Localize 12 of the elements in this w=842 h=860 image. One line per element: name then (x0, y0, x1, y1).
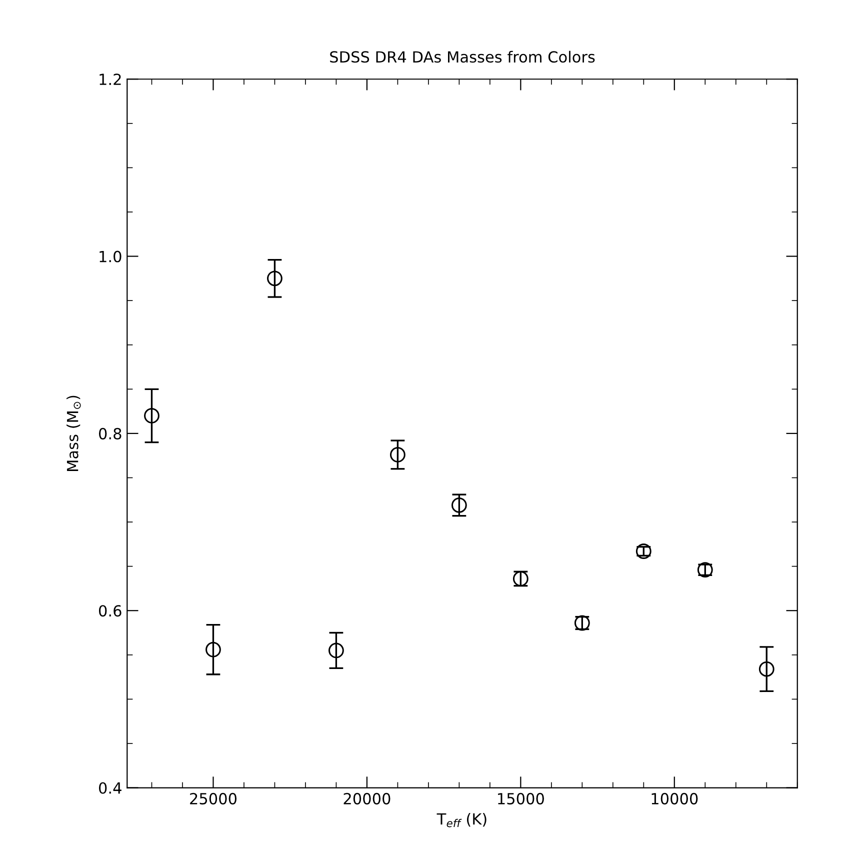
y-tick-label: 0.8 (98, 428, 122, 440)
y-tick-label: 0.6 (98, 605, 122, 617)
x-tick-label: 25000 (190, 792, 237, 804)
x-axis-title: T$_{eff}$ (K) (436, 812, 486, 828)
y-tick-label: 0.4 (98, 782, 122, 794)
chart-title: SDSS DR4 DAs Masses from Colors (330, 50, 595, 63)
x-tick-label: 10000 (652, 792, 698, 804)
y-tick-label: 1.0 (100, 250, 122, 262)
x-tick-label: 20000 (344, 792, 390, 804)
y-axis-title: Mass (M$_{⊙}$) (66, 396, 81, 471)
y-tick-label: 1.2 (100, 74, 121, 85)
x-tick-label: 15000 (498, 792, 544, 804)
